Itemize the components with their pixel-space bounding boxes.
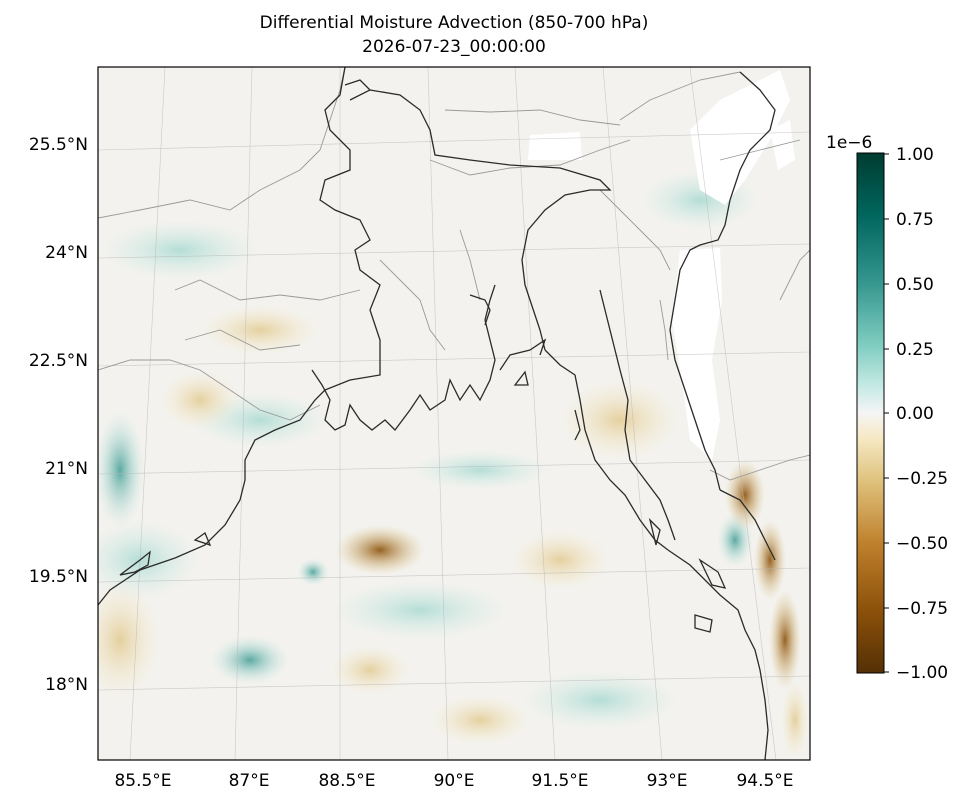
colorbar-tick-label: −0.50 [896, 534, 948, 554]
state-borders [98, 67, 810, 481]
colorbar-tick-label: 0.25 [896, 340, 934, 360]
colorbar-tick-label: −0.75 [896, 599, 948, 619]
map-title: Differential Moisture Advection (850-700… [259, 13, 649, 33]
lon-tick-label: 93°E [647, 771, 688, 791]
map-subtitle: 2026-07-23_00:00:00 [362, 37, 546, 57]
lon-tick-label: 88.5°E [318, 771, 375, 791]
lon-tick-label: 91.5°E [531, 771, 588, 791]
lon-tick-label: 94.5°E [736, 771, 793, 791]
colorbar-tick-label: −0.25 [896, 469, 948, 489]
lat-tick-label: 25.5°N [29, 135, 88, 155]
map-frame [97, 66, 811, 761]
colorbar: 1e−6 1.00 0.75 0.50 0.25 0.00 −0.25 −0.5… [826, 133, 948, 683]
lat-tick-label: 19.5°N [29, 567, 88, 587]
colorbar-tick-label: 1.00 [896, 145, 934, 165]
lat-tick-labels: 25.5°N 24°N 22.5°N 21°N 19.5°N 18°N [29, 135, 88, 695]
lon-tick-labels: 85.5°E 87°E 88.5°E 90°E 91.5°E 93°E 94.5… [114, 771, 793, 791]
coastlines [98, 67, 776, 760]
colorbar-tick-label: −1.00 [896, 663, 948, 683]
colorbar-tick-label: 0.00 [896, 404, 934, 424]
lon-tick-label: 87°E [229, 771, 270, 791]
colorbar-tick-label: 0.50 [896, 275, 934, 295]
colorbar-tick-label: 0.75 [896, 210, 934, 230]
lon-tick-label: 90°E [434, 771, 475, 791]
lon-tick-label: 85.5°E [114, 771, 171, 791]
colorbar-bar [856, 152, 885, 674]
map-field [98, 67, 810, 760]
lat-tick-label: 18°N [45, 675, 88, 695]
lat-tick-label: 24°N [45, 243, 88, 263]
lat-tick-label: 21°N [45, 459, 88, 479]
colorbar-scale-label: 1e−6 [826, 133, 872, 153]
lat-tick-label: 22.5°N [29, 351, 88, 371]
